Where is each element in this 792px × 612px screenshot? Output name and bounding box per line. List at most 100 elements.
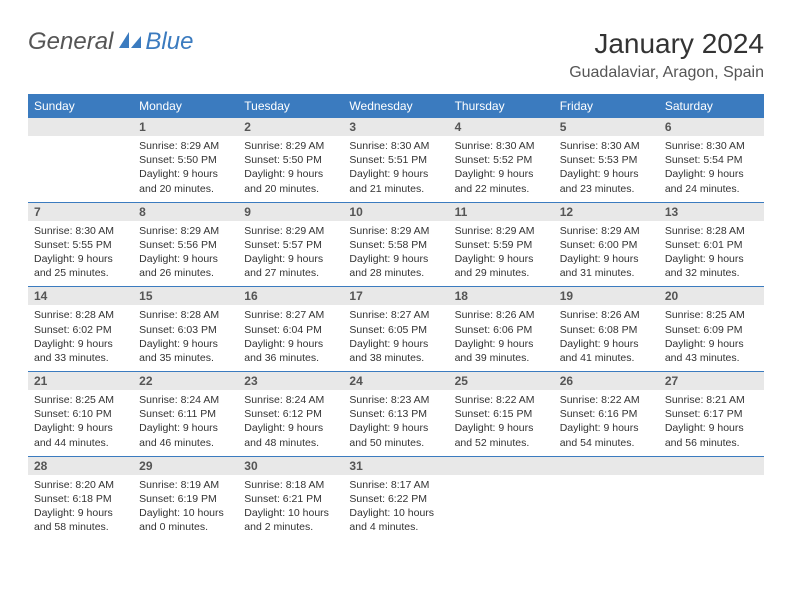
calendar-cell: 25Sunrise: 8:22 AMSunset: 6:15 PMDayligh… bbox=[449, 372, 554, 456]
day-number: 29 bbox=[133, 457, 238, 475]
sunrise-text: Sunrise: 8:17 AM bbox=[349, 478, 442, 492]
sunset-text: Sunset: 6:10 PM bbox=[34, 407, 127, 421]
day-number: 12 bbox=[554, 203, 659, 221]
sunset-text: Sunset: 6:08 PM bbox=[560, 323, 653, 337]
calendar-cell: 19Sunrise: 8:26 AMSunset: 6:08 PMDayligh… bbox=[554, 287, 659, 371]
sunrise-text: Sunrise: 8:20 AM bbox=[34, 478, 127, 492]
day-number: 22 bbox=[133, 372, 238, 390]
sunset-text: Sunset: 6:16 PM bbox=[560, 407, 653, 421]
calendar-cell: 24Sunrise: 8:23 AMSunset: 6:13 PMDayligh… bbox=[343, 372, 448, 456]
day-number: 31 bbox=[343, 457, 448, 475]
sunset-text: Sunset: 6:13 PM bbox=[349, 407, 442, 421]
daylight-text: Daylight: 9 hours and 32 minutes. bbox=[665, 252, 758, 280]
sunrise-text: Sunrise: 8:30 AM bbox=[34, 224, 127, 238]
sunrise-text: Sunrise: 8:30 AM bbox=[455, 139, 548, 153]
calendar-cell: 27Sunrise: 8:21 AMSunset: 6:17 PMDayligh… bbox=[659, 372, 764, 456]
sunrise-text: Sunrise: 8:29 AM bbox=[139, 224, 232, 238]
sunrise-text: Sunrise: 8:25 AM bbox=[665, 308, 758, 322]
sunrise-text: Sunrise: 8:22 AM bbox=[560, 393, 653, 407]
sunrise-text: Sunrise: 8:19 AM bbox=[139, 478, 232, 492]
sunset-text: Sunset: 6:11 PM bbox=[139, 407, 232, 421]
sunrise-text: Sunrise: 8:27 AM bbox=[244, 308, 337, 322]
daylight-text: Daylight: 9 hours and 41 minutes. bbox=[560, 337, 653, 365]
daylight-text: Daylight: 9 hours and 48 minutes. bbox=[244, 421, 337, 449]
daylight-text: Daylight: 9 hours and 56 minutes. bbox=[665, 421, 758, 449]
sunset-text: Sunset: 5:55 PM bbox=[34, 238, 127, 252]
day-content: Sunrise: 8:28 AMSunset: 6:03 PMDaylight:… bbox=[133, 305, 238, 371]
day-number bbox=[659, 457, 764, 475]
weekday-header: Thursday bbox=[449, 94, 554, 118]
sunset-text: Sunset: 6:19 PM bbox=[139, 492, 232, 506]
sunrise-text: Sunrise: 8:26 AM bbox=[455, 308, 548, 322]
calendar-row: 14Sunrise: 8:28 AMSunset: 6:02 PMDayligh… bbox=[28, 286, 764, 371]
calendar: SundayMondayTuesdayWednesdayThursdayFrid… bbox=[28, 94, 764, 540]
sunset-text: Sunset: 5:52 PM bbox=[455, 153, 548, 167]
calendar-cell: 16Sunrise: 8:27 AMSunset: 6:04 PMDayligh… bbox=[238, 287, 343, 371]
daylight-text: Daylight: 9 hours and 50 minutes. bbox=[349, 421, 442, 449]
weekday-header: Sunday bbox=[28, 94, 133, 118]
day-content: Sunrise: 8:19 AMSunset: 6:19 PMDaylight:… bbox=[133, 475, 238, 541]
day-number: 6 bbox=[659, 118, 764, 136]
sunset-text: Sunset: 6:18 PM bbox=[34, 492, 127, 506]
calendar-cell bbox=[659, 457, 764, 541]
daylight-text: Daylight: 9 hours and 21 minutes. bbox=[349, 167, 442, 195]
calendar-cell: 29Sunrise: 8:19 AMSunset: 6:19 PMDayligh… bbox=[133, 457, 238, 541]
sunrise-text: Sunrise: 8:28 AM bbox=[665, 224, 758, 238]
sunset-text: Sunset: 6:00 PM bbox=[560, 238, 653, 252]
day-number: 4 bbox=[449, 118, 554, 136]
calendar-cell: 22Sunrise: 8:24 AMSunset: 6:11 PMDayligh… bbox=[133, 372, 238, 456]
calendar-cell: 30Sunrise: 8:18 AMSunset: 6:21 PMDayligh… bbox=[238, 457, 343, 541]
calendar-cell: 14Sunrise: 8:28 AMSunset: 6:02 PMDayligh… bbox=[28, 287, 133, 371]
daylight-text: Daylight: 9 hours and 54 minutes. bbox=[560, 421, 653, 449]
day-content: Sunrise: 8:18 AMSunset: 6:21 PMDaylight:… bbox=[238, 475, 343, 541]
day-content: Sunrise: 8:20 AMSunset: 6:18 PMDaylight:… bbox=[28, 475, 133, 541]
calendar-cell: 4Sunrise: 8:30 AMSunset: 5:52 PMDaylight… bbox=[449, 118, 554, 202]
calendar-cell: 7Sunrise: 8:30 AMSunset: 5:55 PMDaylight… bbox=[28, 203, 133, 287]
calendar-cell: 5Sunrise: 8:30 AMSunset: 5:53 PMDaylight… bbox=[554, 118, 659, 202]
calendar-cell: 8Sunrise: 8:29 AMSunset: 5:56 PMDaylight… bbox=[133, 203, 238, 287]
day-number bbox=[28, 118, 133, 136]
sunrise-text: Sunrise: 8:29 AM bbox=[139, 139, 232, 153]
calendar-row: 28Sunrise: 8:20 AMSunset: 6:18 PMDayligh… bbox=[28, 456, 764, 541]
day-content: Sunrise: 8:29 AMSunset: 5:56 PMDaylight:… bbox=[133, 221, 238, 287]
daylight-text: Daylight: 9 hours and 44 minutes. bbox=[34, 421, 127, 449]
day-content: Sunrise: 8:24 AMSunset: 6:11 PMDaylight:… bbox=[133, 390, 238, 456]
day-number: 27 bbox=[659, 372, 764, 390]
sunset-text: Sunset: 6:01 PM bbox=[665, 238, 758, 252]
calendar-cell: 31Sunrise: 8:17 AMSunset: 6:22 PMDayligh… bbox=[343, 457, 448, 541]
weekday-header: Tuesday bbox=[238, 94, 343, 118]
daylight-text: Daylight: 9 hours and 35 minutes. bbox=[139, 337, 232, 365]
header-right: January 2024 Guadalaviar, Aragon, Spain bbox=[569, 28, 764, 82]
day-number: 11 bbox=[449, 203, 554, 221]
logo-sail-icon bbox=[117, 30, 143, 55]
day-content: Sunrise: 8:22 AMSunset: 6:15 PMDaylight:… bbox=[449, 390, 554, 456]
day-number: 15 bbox=[133, 287, 238, 305]
calendar-cell: 11Sunrise: 8:29 AMSunset: 5:59 PMDayligh… bbox=[449, 203, 554, 287]
sunset-text: Sunset: 6:06 PM bbox=[455, 323, 548, 337]
sunrise-text: Sunrise: 8:23 AM bbox=[349, 393, 442, 407]
sunrise-text: Sunrise: 8:28 AM bbox=[34, 308, 127, 322]
sunrise-text: Sunrise: 8:30 AM bbox=[665, 139, 758, 153]
daylight-text: Daylight: 9 hours and 29 minutes. bbox=[455, 252, 548, 280]
daylight-text: Daylight: 9 hours and 33 minutes. bbox=[34, 337, 127, 365]
day-content: Sunrise: 8:27 AMSunset: 6:04 PMDaylight:… bbox=[238, 305, 343, 371]
daylight-text: Daylight: 9 hours and 39 minutes. bbox=[455, 337, 548, 365]
header: General Blue January 2024 Guadalaviar, A… bbox=[28, 28, 764, 82]
day-content: Sunrise: 8:28 AMSunset: 6:02 PMDaylight:… bbox=[28, 305, 133, 371]
month-title: January 2024 bbox=[569, 28, 764, 60]
day-number: 26 bbox=[554, 372, 659, 390]
day-number: 18 bbox=[449, 287, 554, 305]
calendar-header-row: SundayMondayTuesdayWednesdayThursdayFrid… bbox=[28, 94, 764, 118]
day-content: Sunrise: 8:29 AMSunset: 5:59 PMDaylight:… bbox=[449, 221, 554, 287]
daylight-text: Daylight: 9 hours and 58 minutes. bbox=[34, 506, 127, 534]
calendar-cell: 3Sunrise: 8:30 AMSunset: 5:51 PMDaylight… bbox=[343, 118, 448, 202]
daylight-text: Daylight: 9 hours and 25 minutes. bbox=[34, 252, 127, 280]
sunrise-text: Sunrise: 8:29 AM bbox=[244, 139, 337, 153]
sunrise-text: Sunrise: 8:28 AM bbox=[139, 308, 232, 322]
daylight-text: Daylight: 9 hours and 24 minutes. bbox=[665, 167, 758, 195]
sunrise-text: Sunrise: 8:30 AM bbox=[349, 139, 442, 153]
weekday-header: Monday bbox=[133, 94, 238, 118]
daylight-text: Daylight: 9 hours and 38 minutes. bbox=[349, 337, 442, 365]
sunset-text: Sunset: 5:59 PM bbox=[455, 238, 548, 252]
daylight-text: Daylight: 9 hours and 27 minutes. bbox=[244, 252, 337, 280]
